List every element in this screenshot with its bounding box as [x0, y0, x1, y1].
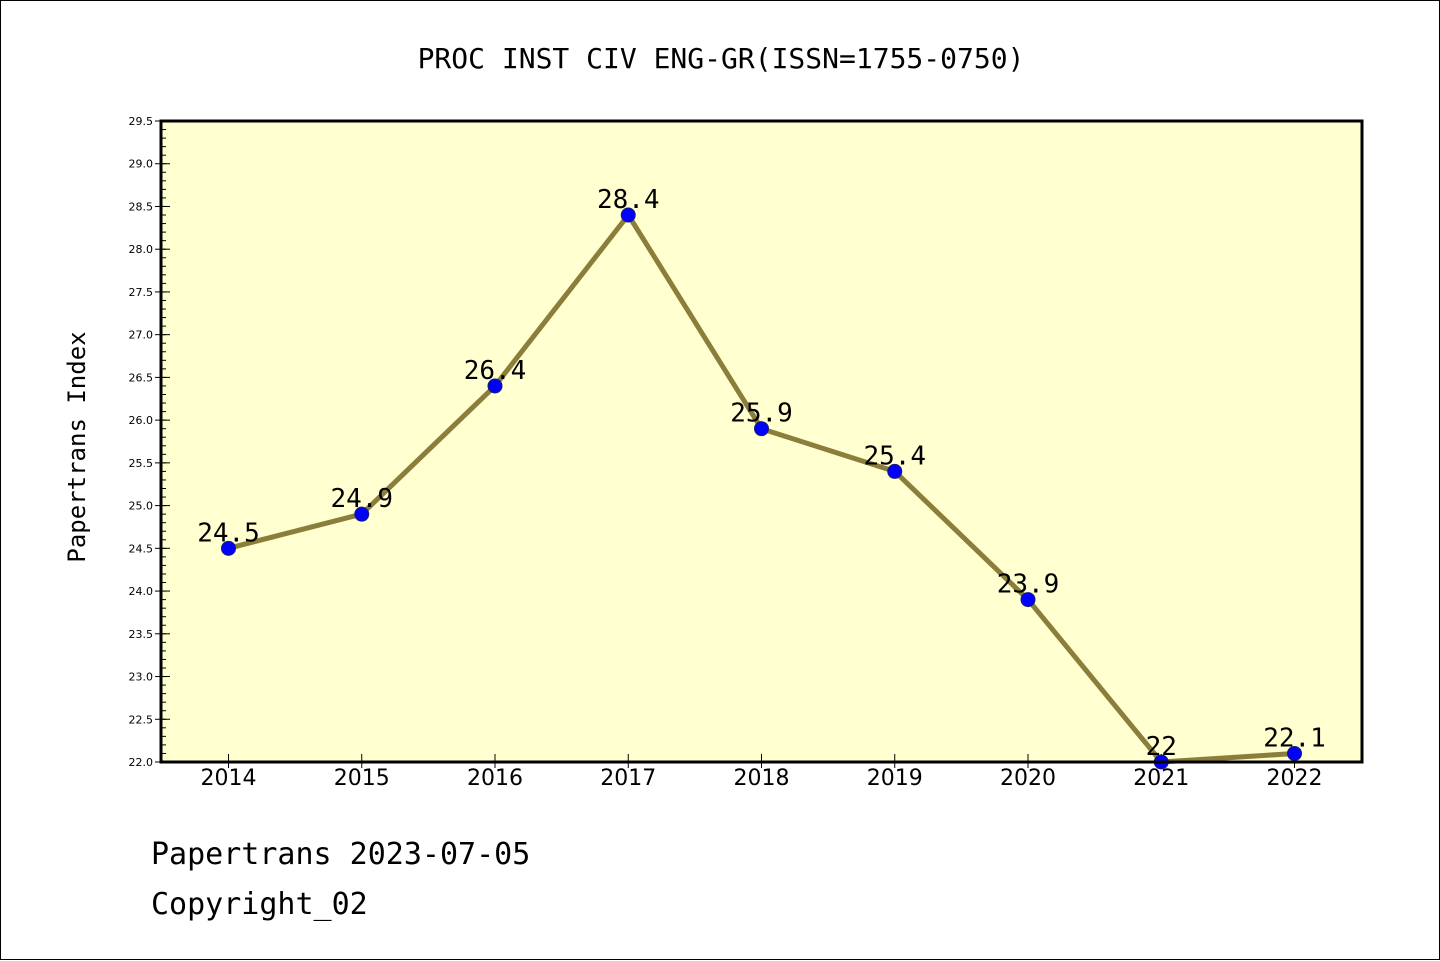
y-tick-label: 23.0: [129, 671, 154, 684]
y-tick-label: 25.5: [129, 457, 154, 470]
x-tick-label: 2019: [867, 766, 923, 791]
data-label: 25.9: [730, 399, 793, 429]
x-tick-label: 2020: [1000, 766, 1056, 791]
data-label: 23.9: [997, 570, 1060, 600]
y-tick-label: 22.0: [129, 756, 154, 769]
data-label: 26.4: [464, 356, 527, 386]
data-label: 28.4: [597, 185, 660, 215]
data-point: [221, 540, 236, 556]
data-point: [887, 463, 903, 479]
y-tick-label: 29.0: [129, 158, 154, 171]
x-tick-label: 2018: [734, 766, 790, 791]
y-tick-label: 22.5: [129, 713, 154, 726]
x-tick-label: 2015: [334, 766, 390, 791]
data-label: 24.9: [330, 484, 393, 514]
data-point: [1020, 592, 1036, 608]
x-tick-label: 2014: [201, 766, 257, 791]
y-tick-label: 27.0: [129, 329, 154, 342]
data-point: [354, 506, 370, 522]
footer-date: Papertrans 2023-07-05: [151, 837, 531, 872]
y-tick-label: 26.0: [129, 414, 154, 427]
chart-title: PROC INST CIV ENG-GR(ISSN=1755-0750): [418, 42, 1025, 75]
data-label: 24.5: [197, 518, 260, 548]
y-tick-label: 29.5: [129, 115, 154, 128]
y-tick-label: 28.0: [129, 243, 154, 256]
y-tick-label: 24.5: [129, 542, 154, 555]
y-tick-label: 24.0: [129, 585, 154, 598]
data-label: 22.1: [1263, 723, 1326, 753]
y-axis-label: Papertrans Index: [63, 331, 91, 562]
plot-frame: [159, 119, 1364, 764]
x-tick-label: 2016: [467, 766, 523, 791]
plot-background: [161, 121, 1362, 762]
x-tick-label: 2022: [1267, 766, 1323, 791]
data-label: 22: [1146, 732, 1177, 762]
footer-copyright: Copyright_02: [151, 887, 368, 922]
y-tick-label: 23.5: [129, 628, 154, 641]
y-tick-label: 26.5: [129, 371, 154, 384]
data-point: [487, 378, 503, 394]
data-point: [754, 421, 769, 437]
y-tick-label: 27.5: [129, 286, 154, 299]
x-tick-label: 2017: [600, 766, 656, 791]
y-tick-label: 28.5: [129, 200, 154, 213]
y-tick-label: 25.0: [129, 500, 154, 513]
x-tick-label: 2021: [1133, 766, 1189, 791]
data-label: 25.4: [863, 441, 926, 471]
data-point: [1287, 745, 1302, 761]
data-point: [620, 207, 636, 223]
